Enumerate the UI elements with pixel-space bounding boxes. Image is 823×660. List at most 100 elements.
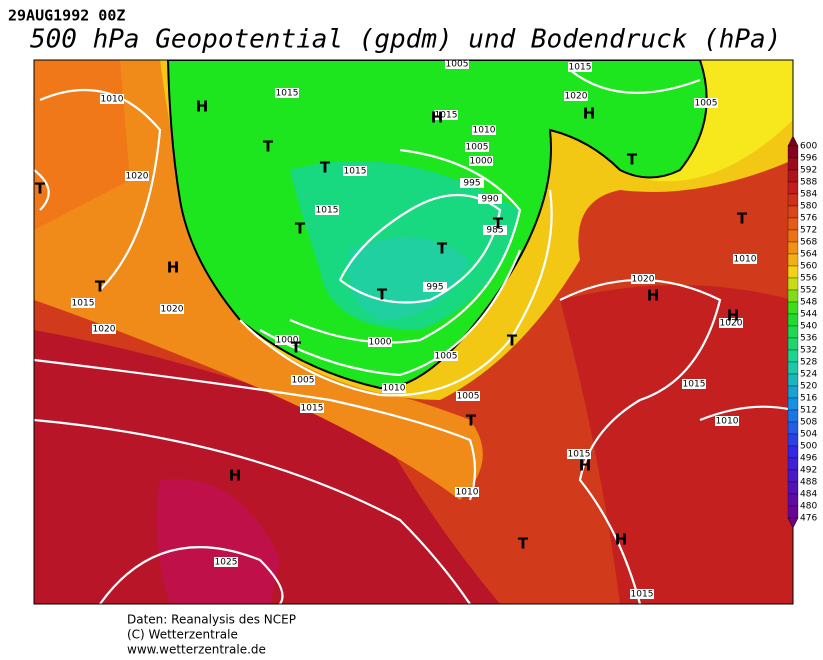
isobar-label: 1015 xyxy=(435,111,458,121)
isobar-label-bg xyxy=(472,125,496,135)
pressure-center: T xyxy=(437,240,448,258)
colorbar-label: 548 xyxy=(800,298,817,308)
colorbar-label: 544 xyxy=(800,310,817,320)
colorbar-bin xyxy=(787,313,799,327)
isobar-label-bg xyxy=(71,298,95,308)
pressure-center: T xyxy=(737,210,748,228)
colorbar-bin xyxy=(787,217,799,231)
colorbar-bin xyxy=(787,229,799,243)
colorbar-label: 500 xyxy=(800,442,817,452)
isobar-label-bg xyxy=(682,379,706,389)
isobar-label: 1000 xyxy=(470,157,493,167)
isobar-label: 1005 xyxy=(466,143,489,153)
colorbar-bin xyxy=(787,265,799,279)
colorbar-label: 508 xyxy=(800,418,817,428)
pressure-center: H xyxy=(431,109,444,127)
isobar-label-bg xyxy=(568,62,592,72)
colorbar-label: 532 xyxy=(800,346,817,356)
isobar-label: 1015 xyxy=(568,450,591,460)
isobar-label-bg xyxy=(469,156,493,166)
colorbar-bin xyxy=(787,289,799,303)
isobar-label-bg xyxy=(694,98,718,108)
isobar-label: 1015 xyxy=(276,89,299,99)
pressure-center: H xyxy=(583,105,596,123)
colorbar-label: 552 xyxy=(800,286,817,296)
pressure-center: T xyxy=(320,159,331,177)
isobar-label-bg xyxy=(719,318,743,328)
pressure-center: H xyxy=(647,287,660,305)
isobar-label: 1010 xyxy=(716,417,739,427)
pressure-center: T xyxy=(518,535,529,553)
title: 500 hPa Geopotential (gpdm) und Bodendru… xyxy=(30,25,781,55)
isobar-label-bg xyxy=(564,91,588,101)
colorbar-label: 588 xyxy=(800,178,817,188)
colorbar-bin xyxy=(787,457,799,471)
isobar-label-bg xyxy=(315,205,339,215)
isobar-label: 1010 xyxy=(473,126,496,136)
colorbar-label: 592 xyxy=(800,166,817,176)
colorbar-end xyxy=(787,517,799,529)
pressure-center: T xyxy=(263,138,274,156)
colorbar-bin xyxy=(787,145,799,159)
isobar-label-bg xyxy=(300,403,324,413)
isobar-label-bg xyxy=(631,274,655,284)
pressure-center: H xyxy=(615,531,628,549)
colorbar-bin xyxy=(787,373,799,387)
isobar-label-bg xyxy=(630,589,654,599)
isobar-label-bg xyxy=(715,416,739,426)
colorbar-bin xyxy=(787,361,799,375)
isobar-label: 1000 xyxy=(369,338,392,348)
isobar-label-bg xyxy=(214,557,238,567)
map: 1010 1020 1015 1020 1020 1015 1015 1015 1005 1015… xyxy=(34,60,793,604)
colorbar-bin xyxy=(787,421,799,435)
isobar-label: 1005 xyxy=(695,99,718,109)
colorbar-label: 600 xyxy=(800,142,817,152)
colorbar-bin xyxy=(787,349,799,363)
pressure-center: T xyxy=(95,278,106,296)
isobar-label-bg xyxy=(92,324,116,334)
isobar-label: 1010 xyxy=(383,384,406,394)
isobar-label-bg xyxy=(478,194,502,204)
isobar-label-bg xyxy=(465,142,489,152)
colorbar-bin xyxy=(787,205,799,219)
isobar-label-bg xyxy=(567,449,591,459)
isobar-label: 1015 xyxy=(683,380,706,390)
colorbar-label: 556 xyxy=(800,274,817,284)
isobar-label-bg xyxy=(160,304,184,314)
isobar-label-bg xyxy=(733,254,757,264)
colorbar-label: 596 xyxy=(800,154,817,164)
pressure-center: T xyxy=(291,339,302,357)
colorbar-label: 476 xyxy=(800,514,817,524)
colorbar-bin xyxy=(787,337,799,351)
pressure-center: T xyxy=(295,220,306,238)
colorbar-bin xyxy=(787,433,799,447)
pressure-center: T xyxy=(466,412,477,430)
colorbar-bin xyxy=(787,397,799,411)
isobar-label: 1020 xyxy=(632,275,655,285)
pressure-center: H xyxy=(579,457,592,475)
isobar-label-bg xyxy=(460,178,484,188)
isobar-label: 1005 xyxy=(457,392,480,402)
isobar-label-bg xyxy=(434,110,458,120)
colorbar-bin xyxy=(787,505,799,519)
isobar-label-bg xyxy=(275,335,299,345)
colorbar-bin xyxy=(787,409,799,423)
isobar-label: 1015 xyxy=(344,167,367,177)
isobar-label-bg xyxy=(343,166,367,176)
isobar-label-bg xyxy=(382,383,406,393)
colorbar-label: 512 xyxy=(800,406,817,416)
colorbar-label: 484 xyxy=(800,490,817,500)
isobar-label: 990 xyxy=(481,195,498,205)
isobar-label: 1005 xyxy=(446,60,469,70)
isobar-label: 1005 xyxy=(292,376,315,386)
date: 29AUG1992 00Z xyxy=(8,7,125,25)
isobar-label: 1010 xyxy=(456,488,479,498)
isobar-label-bg xyxy=(483,225,507,235)
colorbar-label: 572 xyxy=(800,226,817,236)
isobar-label: 1020 xyxy=(93,325,116,335)
colorbar-bin xyxy=(787,157,799,171)
isobar-label: 1000 xyxy=(276,336,299,346)
isobar-label-bg xyxy=(125,171,149,181)
isobar-label: 1020 xyxy=(720,319,743,329)
